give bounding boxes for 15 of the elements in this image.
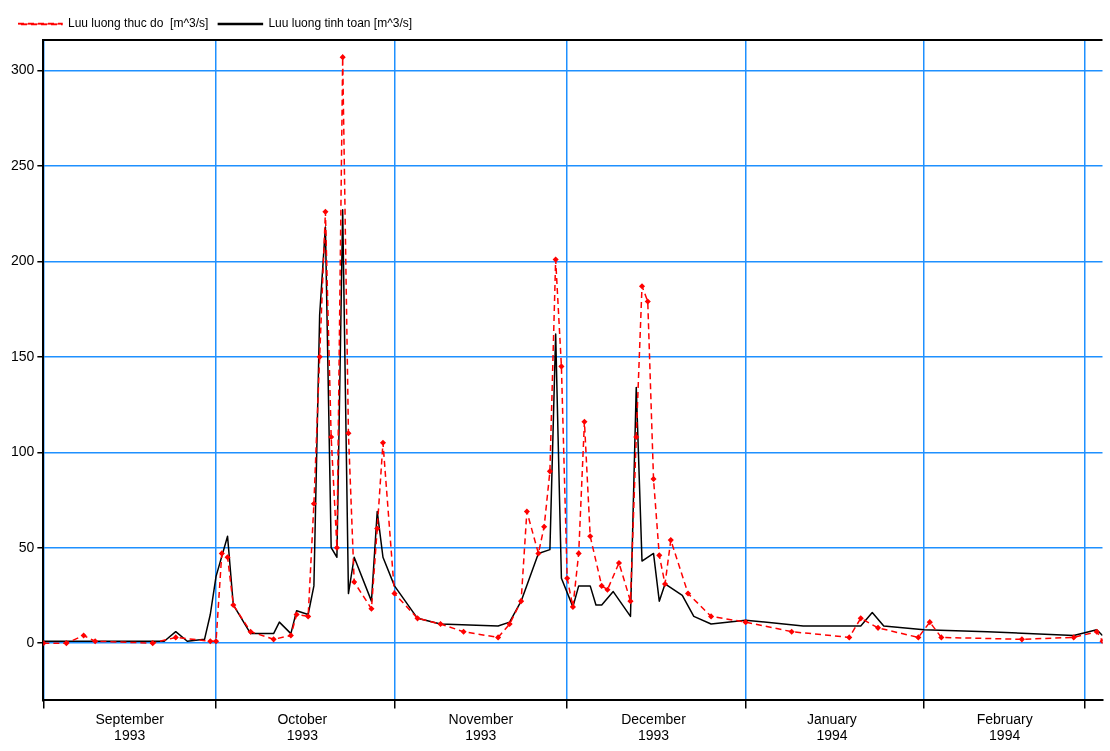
y-tick-label: 50 [18, 538, 35, 555]
y-tick-label: 200 [11, 252, 35, 269]
y-tick-label: 300 [11, 61, 35, 78]
x-tick-label: September 1993 [95, 710, 165, 744]
y-tick-label: 150 [11, 347, 35, 364]
y-tick-label: 0 [26, 634, 35, 650]
y-tick-label: 100 [11, 443, 35, 460]
legend-label: Luu luong thuc do [m^3/s] [68, 16, 209, 31]
x-tick-label: February 1994 [976, 710, 1033, 744]
x-tick-label: December 1993 [621, 710, 687, 744]
legend-label: Luu luong tinh toan [m^3/s] [268, 16, 413, 31]
x-tick-label: November 1993 [448, 710, 514, 744]
x-tick-label: October 1993 [277, 710, 328, 744]
x-tick-label: January 1994 [807, 710, 857, 744]
y-tick-label: 250 [11, 156, 35, 173]
